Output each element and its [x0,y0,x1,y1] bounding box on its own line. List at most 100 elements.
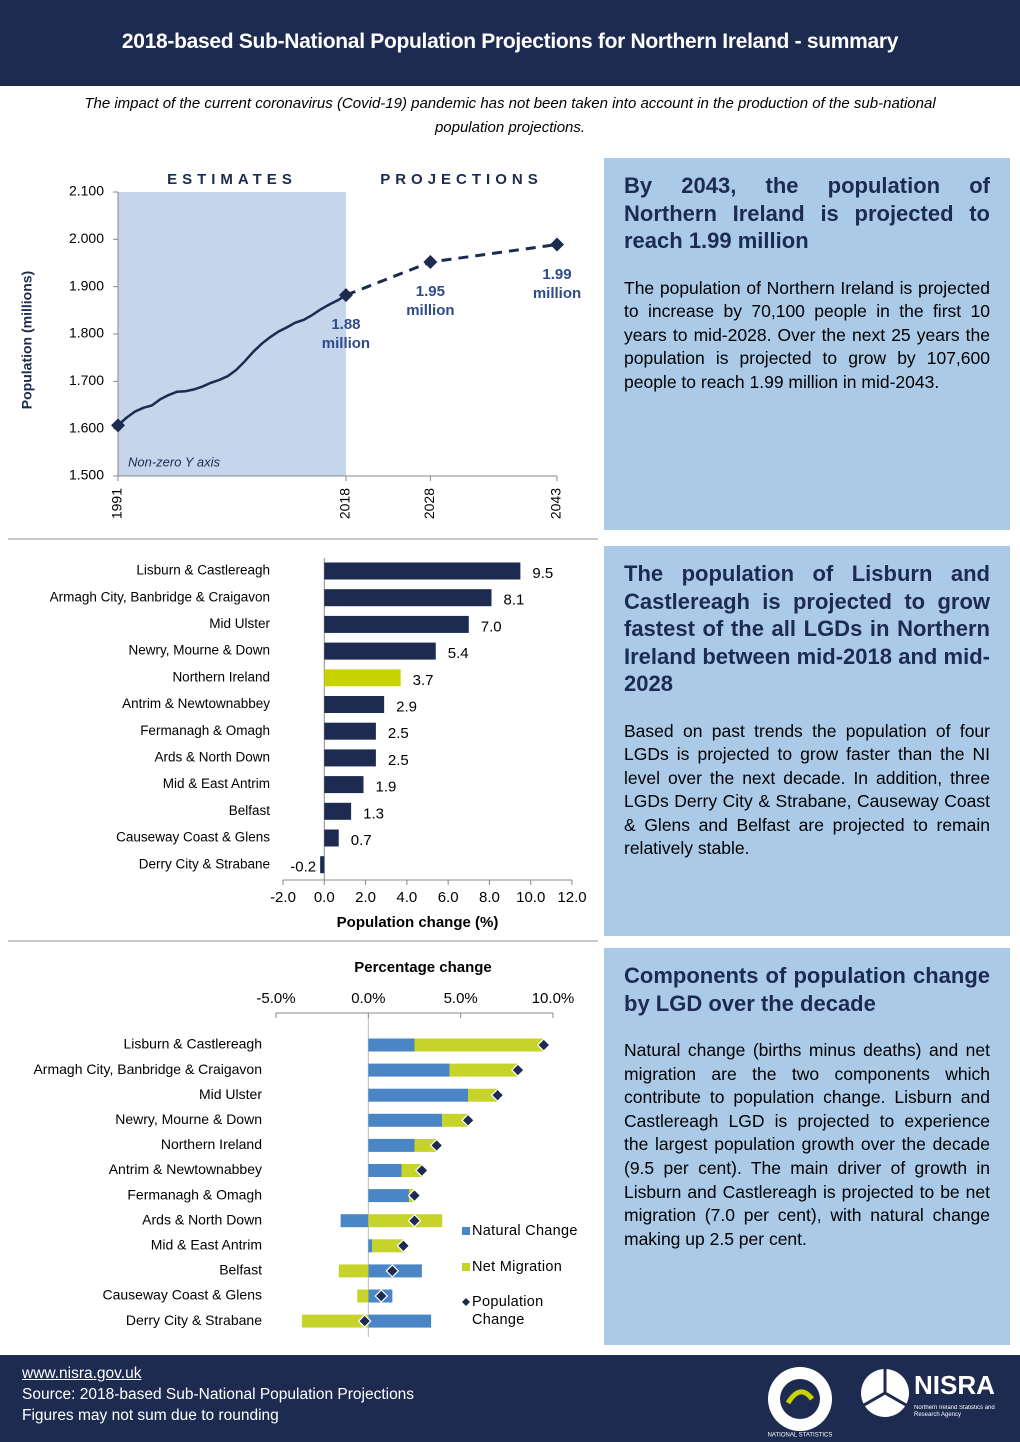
bar [324,642,436,660]
x-tick-label: 2.0 [355,889,376,906]
category-label: Mid & East Antrim [151,1237,262,1253]
panel-body: The population of Northern Ireland is pr… [624,277,990,392]
category-label: Newry, Mourne & Down [128,643,270,658]
stacked-chart-block: Percentage change -5.0% 0.0% 5.0% 10.0% Lisbu… [0,945,600,1350]
footer-note: Figures may not sum due to rounding [22,1407,279,1424]
bar-segment [368,1314,432,1328]
bar-segment [449,1063,518,1077]
bar-segment [368,1239,373,1253]
category-label: Mid & East Antrim [163,776,270,791]
info-panel: Components of population change by LGD o… [604,948,1010,1345]
section-heading: PROJECTIONS [380,171,543,188]
total-marker [407,1188,422,1203]
x-tick-label: 10.0% [532,990,575,1007]
bar-segment [368,1214,443,1228]
bar-segment [338,1264,369,1278]
panel-body: Natural change (births minus deaths) and… [624,1040,990,1249]
category-label: Antrim & Newtownabbey [109,1161,262,1177]
category-label: Fermanagh & Omagh [127,1186,262,1202]
data-label: -0.2 [290,859,316,876]
ns-logo-text: NATIONAL STATISTICS [768,1433,833,1439]
total-marker [461,1113,475,1128]
nisra-logo-lines [863,1369,907,1407]
total-marker [396,1238,411,1253]
legend-swatch [462,1227,470,1235]
data-label: 0.7 [351,832,372,849]
data-label: 1.99 million [532,265,582,302]
legend-label: Natural Change [472,1223,578,1239]
bar-chart: -2.0 0.0 2.0 4.0 6.0 8.0 10.0 12.0 Population ch… [50,558,587,931]
total-marker [385,1264,400,1278]
category-label: Causeway Coast & Glens [116,830,270,845]
bar-segment [442,1113,469,1127]
footer-source: Source: 2018-based Sub-National Populati… [22,1386,415,1403]
point-marker [550,237,564,252]
bar-segment [368,1038,415,1052]
x-tick-label: 2043 [548,488,564,519]
point-marker [338,288,353,303]
bar-segment [301,1314,369,1328]
total-marker [415,1163,429,1178]
bar [324,589,492,607]
line [117,294,347,427]
data-label: 2.5 [388,752,409,769]
nisra-name-box: Northern Ireland Statistics and Research… [914,1405,995,1418]
total-marker [536,1038,551,1052]
total-marker [374,1289,389,1303]
x-tick-label: -5.0% [256,990,295,1007]
bar [320,856,325,874]
category-label: Ards & North Down [142,1211,262,1227]
ns-logo-inner [780,1379,820,1419]
bar-segment [340,1214,369,1228]
bar-segment [368,1113,443,1127]
section-heading: ESTIMATES [167,171,297,188]
data-label: 1.3 [363,805,384,822]
total-marker [490,1088,505,1103]
nisra-name: Northern Ireland Statistics and Research… [914,1405,995,1418]
x-tick-label: 4.0 [396,889,417,906]
footer-link[interactable]: www.nisra.gov.uk [22,1365,142,1382]
x-tick-label: 0.0 [314,889,335,906]
bar-segment [401,1164,422,1177]
total-marker [357,1314,372,1328]
x-tick-label: -2.0 [270,889,296,906]
category-label: Belfast [229,803,271,818]
bar [324,776,364,794]
y-tick-label: 1.900 [69,277,104,293]
bar [324,829,339,847]
category-label: Northern Ireland [172,669,270,684]
legend-swatch [462,1263,470,1271]
bar-segment [368,1063,450,1077]
data-label: 3.7 [413,672,434,689]
legend-swatch [462,1298,470,1306]
estimates-shade [118,192,346,476]
legend-label: Net Migration [472,1259,563,1275]
x-tick-label: 2028 [421,488,437,519]
line-chart-block: 1.500 1.600 1.700 1.800 1.900 2.000 2.100 1991 2… [0,150,600,540]
category-label: Mid Ulster [209,616,270,631]
category-label: Lisburn & Castlereagh [136,563,270,578]
total-marker [407,1213,422,1228]
x-tick-label: 1991 [109,488,125,519]
bar-segment [414,1138,437,1152]
info-panel: The population of Lisburn and Castlereag… [604,546,1010,936]
page-title: 2018-based Sub-National Population Proje… [121,30,899,53]
separator [8,538,598,540]
category-label: Armagh City, Banbridge & Craigavon [33,1061,262,1077]
bar [324,696,385,713]
x-tick-label: 10.0 [516,889,545,906]
category-label: Newry, Mourne & Down [115,1111,262,1127]
y-tick-label: 2.000 [69,230,104,246]
legend-label: Population Change [472,1294,544,1328]
nisra-logo-text: NISRA [914,1370,995,1400]
data-label: 7.0 [481,618,502,635]
bar-segment [368,1189,409,1203]
total-marker [511,1063,525,1077]
bar-segment [468,1088,498,1102]
category-label: Belfast [219,1262,262,1278]
ns-logo-mark [785,1389,814,1405]
category-label: Derry City & Strabane [126,1312,262,1328]
bar [324,562,521,580]
category-label: Ards & North Down [154,749,270,764]
